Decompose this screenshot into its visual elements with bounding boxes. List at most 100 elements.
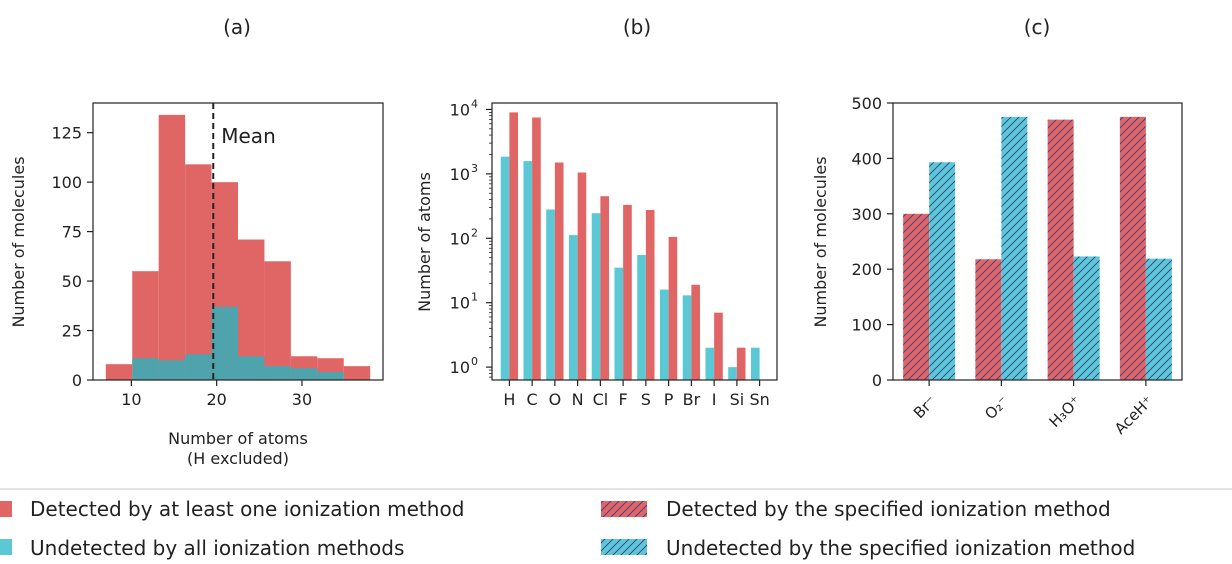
y-tick-label-a: 0 [72, 371, 82, 390]
bar-detected-F [623, 204, 632, 380]
bar-detected-Cl [600, 196, 610, 380]
bar-undetected-I [705, 347, 715, 380]
y-tick-label-a: 75 [62, 223, 82, 242]
hist-bar-undetected [132, 358, 159, 380]
bar-undetected-0 [929, 162, 956, 380]
panel-label-c: (c) [1024, 15, 1051, 39]
legend-label-detected-specified: Detected by the specified ionization met… [666, 497, 1111, 521]
y-tick-exponent-b: 0 [471, 355, 478, 368]
bar-undetected-Sn [750, 347, 760, 380]
hist-bar-detected [185, 164, 212, 380]
y-tick-exponent-b: 1 [471, 291, 478, 304]
y-tick-exponent-b: 4 [471, 97, 478, 110]
y-tick-label-c: 200 [851, 260, 882, 279]
y-tick-label-b: 10 [450, 294, 470, 313]
x-tick-label-b: H [503, 390, 515, 409]
bar-undetected-Si [728, 367, 737, 380]
hist-bar-undetected [264, 366, 291, 380]
bar-detected-0 [903, 213, 930, 380]
hist-bar-detected [158, 114, 186, 380]
legend-swatch-detected-hatched [601, 501, 647, 517]
y-tick-label-a: 100 [51, 173, 82, 192]
bar-detected-O [554, 162, 564, 380]
bar-detected-3 [1119, 116, 1146, 380]
x-tick-label-a: 30 [292, 390, 312, 409]
y-tick-label-a: 25 [62, 322, 82, 341]
hist-bar-detected [343, 366, 371, 380]
x-axis-label-a-line2: (H excluded) [187, 449, 289, 468]
y-tick-label-c: 400 [851, 149, 882, 168]
hist-bar-undetected [158, 360, 186, 380]
bar-panel-c: Br⁻ O₂⁻ H₃O⁺ AceH⁺ 0 100 200 300 400 500 Number o… [811, 94, 1183, 438]
x-tick-label-b: Cl [593, 390, 609, 409]
y-tick-label-b: 10 [450, 229, 470, 248]
bar-detected-P [668, 236, 678, 380]
mean-label: Mean [221, 124, 276, 148]
x-tick-label-b: O [549, 390, 562, 409]
hist-bar-undetected [185, 354, 212, 380]
bar-detected-C [532, 117, 541, 381]
y-tick-label-b: 10 [450, 165, 470, 184]
bar-undetected-Br [682, 295, 692, 380]
bar-detected-H [509, 112, 519, 380]
legend-label-undetected-all: Undetected by all ionization methods [30, 536, 404, 560]
panel-label-b: (b) [623, 15, 651, 39]
x-tick-label-b: F [619, 390, 628, 409]
y-tick-label-a: 50 [62, 272, 82, 291]
bar-detected-I [714, 312, 723, 380]
x-tick-label-a: 20 [206, 390, 226, 409]
x-tick-label-c: H₃O⁺ [1046, 392, 1085, 431]
histogram-panel-a: Mean 10 20 30 0 25 50 75 100 125 Number of atoms… [9, 102, 384, 468]
x-tick-label-b: S [641, 390, 651, 409]
bar-undetected-3 [1145, 258, 1172, 380]
y-tick-label-b: 10 [450, 358, 470, 377]
hist-bar-detected [105, 364, 133, 380]
y-tick-label-c: 0 [872, 371, 882, 390]
panel-label-a: (a) [223, 15, 251, 39]
y-tick-label-a: 125 [51, 124, 82, 143]
legend-label-undetected-specified: Undetected by the specified ionization m… [666, 536, 1135, 560]
y-tick-exponent-b: 2 [471, 226, 478, 239]
bar-undetected-S [637, 255, 646, 380]
x-tick-label-b: Si [730, 390, 745, 409]
plot-frame-a [92, 102, 384, 381]
x-axis-label-a: Number of atoms [168, 429, 308, 448]
bar-undetected-Cl [591, 213, 601, 380]
legend-label-detected-any: Detected by at least one ionization meth… [30, 497, 464, 521]
x-tick-label-c: O₂⁻ [981, 392, 1012, 423]
hist-bar-undetected [211, 306, 238, 380]
bar-undetected-C [523, 161, 533, 380]
hist-bar-undetected [238, 356, 265, 380]
x-tick-label-c: AceH⁺ [1111, 392, 1157, 438]
bar-detected-2 [1047, 119, 1074, 381]
y-tick-label-b: 10 [450, 100, 470, 119]
bar-detected-S [645, 209, 655, 380]
x-tick-label-b: Sn [749, 390, 769, 409]
bar-detected-Si [736, 347, 746, 380]
legend-swatch-undetected [0, 539, 12, 555]
bar-undetected-H [500, 156, 510, 380]
y-tick-label-c: 300 [851, 205, 882, 224]
bar-detected-N [577, 172, 587, 380]
x-tick-label-b: C [527, 390, 538, 409]
legend-swatch-undetected-hatched [601, 539, 647, 555]
bar-undetected-1 [1001, 116, 1028, 380]
y-tick-exponent-b: 3 [471, 162, 478, 175]
x-tick-label-b: P [664, 390, 674, 409]
y-tick-label-c: 500 [851, 94, 882, 113]
bar-undetected-F [614, 267, 624, 380]
hist-bar-undetected [317, 372, 344, 380]
bar-undetected-2 [1073, 256, 1100, 380]
legend-swatch-detected [0, 501, 12, 517]
y-axis-label-a: Number of molecules [9, 156, 28, 327]
bar-undetected-O [546, 209, 555, 380]
bar-undetected-N [568, 235, 578, 380]
bar-undetected-P [659, 289, 669, 380]
x-tick-label-b: Br [683, 390, 701, 409]
x-tick-label-b: N [572, 390, 584, 409]
x-tick-label-b: I [712, 390, 717, 409]
y-tick-label-c: 100 [851, 316, 882, 335]
bar-detected-Br [691, 284, 701, 380]
